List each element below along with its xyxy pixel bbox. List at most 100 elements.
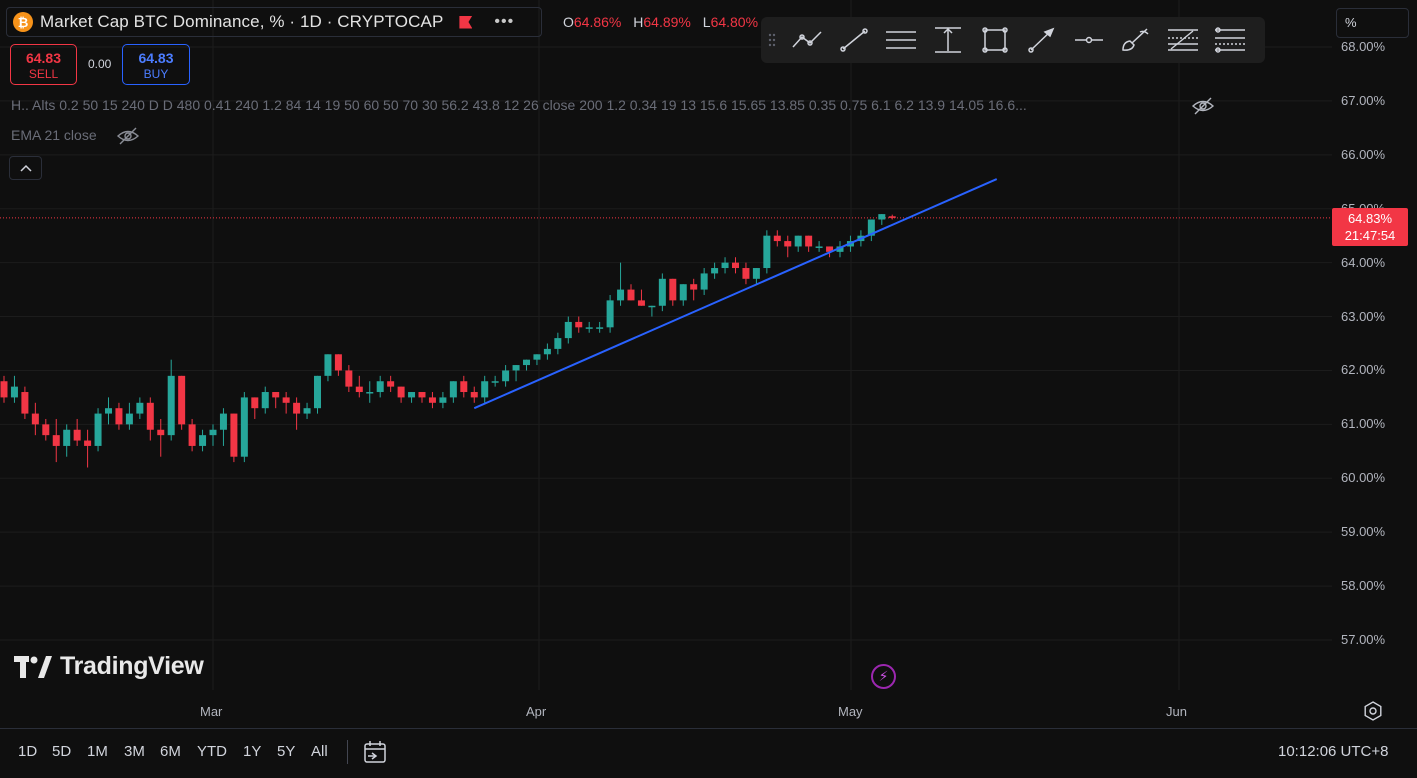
price-label: 59.00%	[1341, 524, 1386, 540]
candle-up	[867, 219, 875, 236]
candle-up	[711, 268, 719, 274]
lightning-icon[interactable]: ⚡	[871, 664, 896, 689]
candle-up	[94, 413, 102, 446]
last-price-value: 64.83%	[1347, 211, 1393, 226]
candle-down	[73, 429, 81, 441]
candle-down	[272, 392, 280, 398]
parallel-channel-icon[interactable]	[877, 17, 924, 63]
eye-hidden-icon[interactable]	[1191, 96, 1215, 121]
candle-up	[533, 354, 541, 360]
candle-up	[136, 402, 144, 414]
candle-up	[408, 392, 416, 398]
range-5y-button[interactable]: 5Y	[277, 743, 296, 760]
candle-up	[314, 375, 321, 409]
symbol-info[interactable]: ₿ Market Cap BTC Dominance, % · 1D · CRY…	[6, 7, 542, 37]
price-label: 57.00%	[1341, 632, 1386, 647]
scale-unit-selector[interactable]: %	[1336, 8, 1409, 38]
price-range-icon[interactable]	[924, 17, 971, 63]
fib-retracement-icon[interactable]	[1159, 17, 1206, 63]
candle-down	[575, 321, 583, 328]
candle-up	[376, 381, 384, 393]
ohlc-values: O64.86% H64.89% L64.80%	[563, 14, 766, 30]
indicator-legend-alts[interactable]: H.. Alts 0.2 50 15 240 D D 480 0.41 240 …	[11, 97, 1027, 113]
candle-down	[888, 216, 896, 218]
candle-up	[523, 359, 530, 366]
toolbar-separator	[347, 740, 348, 764]
candle-up	[219, 413, 227, 430]
collapse-legend-button[interactable]	[9, 156, 42, 180]
candles	[0, 214, 896, 468]
candle-up	[199, 435, 207, 446]
candle-up	[491, 381, 499, 383]
candle-down	[146, 402, 154, 430]
ohlc-open-label: O	[563, 14, 574, 30]
ohlc-open-value: 64.86%	[573, 14, 622, 30]
brush-icon[interactable]	[1112, 17, 1159, 63]
time-label-jun: Jun	[1166, 704, 1187, 719]
last-price-badge: 64.83% 21:47:54	[1332, 208, 1408, 246]
buy-price: 64.83	[138, 50, 174, 66]
candle-down	[470, 392, 478, 398]
flag-icon[interactable]	[459, 15, 473, 29]
symbol-title[interactable]: Market Cap BTC Dominance, % · 1D · CRYPT…	[40, 12, 444, 31]
candle-up	[209, 429, 217, 436]
candle-up	[105, 408, 112, 414]
candle-up	[167, 375, 175, 436]
arrow-icon[interactable]	[1018, 17, 1065, 63]
sell-button[interactable]: 64.83 SELL	[10, 44, 77, 85]
candle-up	[543, 348, 551, 355]
more-options-icon[interactable]: •••	[494, 13, 515, 30]
candle-up	[596, 327, 604, 329]
trend-line-icon[interactable]	[830, 17, 877, 63]
chevron-up-icon	[19, 164, 32, 172]
candle-down	[115, 408, 123, 425]
eye-hidden-icon[interactable]	[116, 126, 140, 151]
candle-down	[428, 397, 436, 403]
horizontal-ray-icon[interactable]	[1065, 17, 1112, 63]
tradingview-logo[interactable]: TradingView	[14, 652, 204, 681]
price-label: 67.00%	[1341, 92, 1386, 108]
range-1m-button[interactable]: 1M	[87, 743, 108, 760]
candle-down	[732, 262, 739, 269]
clock-timezone[interactable]: 10:12:06 UTC+8	[1278, 743, 1389, 760]
go-to-date-icon[interactable]	[362, 739, 388, 770]
rectangle-icon[interactable]	[971, 17, 1018, 63]
candle-down	[784, 241, 792, 247]
candle-down	[460, 381, 468, 393]
candle-down	[293, 402, 301, 414]
range-5d-button[interactable]: 5D	[52, 743, 72, 760]
trend-angle-icon[interactable]	[783, 17, 830, 63]
candle-up	[878, 214, 886, 220]
price-label: 62.00%	[1341, 362, 1386, 378]
range-all-button[interactable]: All	[311, 743, 328, 760]
range-ytd-button[interactable]: YTD	[197, 743, 227, 760]
range-3m-button[interactable]: 3M	[124, 743, 145, 760]
candle-down	[773, 235, 781, 242]
candle-down	[627, 289, 635, 301]
indicator-legend-ema[interactable]: EMA 21 close	[11, 127, 97, 143]
range-1d-button[interactable]: 1D	[18, 743, 38, 760]
drag-handle-icon[interactable]	[761, 17, 783, 63]
bottom-toolbar	[0, 728, 1417, 778]
candle-up	[721, 262, 729, 269]
candle-up	[606, 300, 614, 328]
candle-down	[31, 413, 39, 425]
range-1y-button[interactable]: 1Y	[243, 743, 262, 760]
tradingview-wordmark: TradingView	[60, 652, 204, 680]
candle-down	[637, 300, 645, 306]
range-6m-button[interactable]: 6M	[160, 743, 181, 760]
candle-down	[397, 386, 405, 398]
candle-up	[815, 246, 823, 248]
bitcoin-icon: ₿	[13, 12, 33, 32]
buy-button[interactable]: 64.83 BUY	[122, 44, 190, 85]
fib-extension-icon[interactable]	[1206, 17, 1253, 63]
candle-up	[617, 289, 625, 301]
candle-up	[564, 321, 572, 339]
price-label: 60.00%	[1341, 470, 1386, 486]
price-label: 68.00%	[1341, 39, 1386, 54]
candle-up	[700, 273, 708, 290]
settings-icon[interactable]	[1362, 700, 1384, 727]
candle-up	[763, 235, 771, 269]
